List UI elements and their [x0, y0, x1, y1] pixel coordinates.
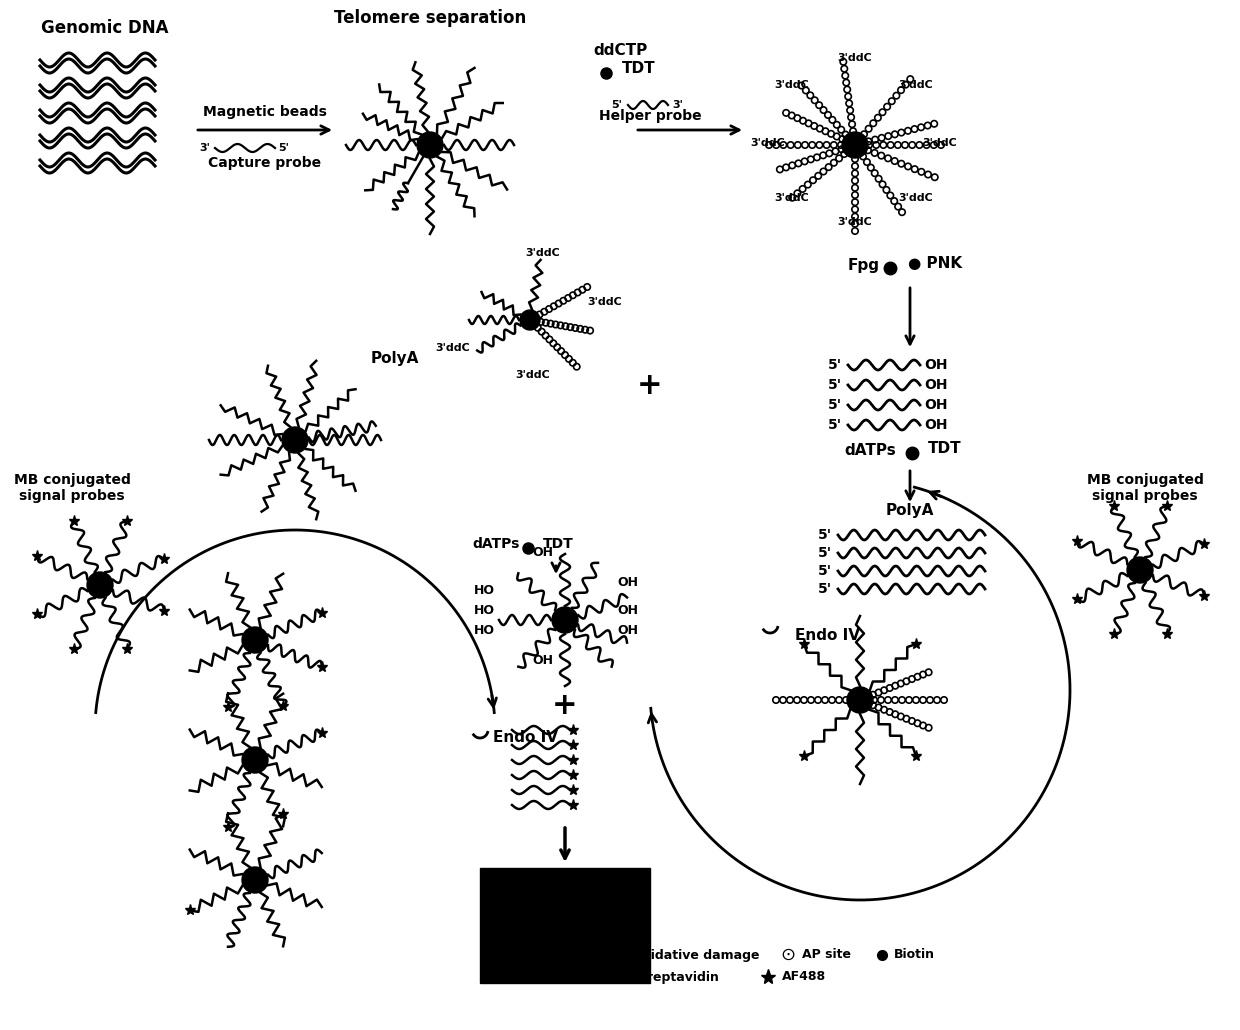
- Text: dATPs: dATPs: [472, 537, 520, 551]
- Text: MB conjugated
signal probes: MB conjugated signal probes: [1086, 473, 1204, 503]
- Text: 5': 5': [278, 143, 289, 153]
- Text: 3'ddC: 3'ddC: [838, 53, 873, 63]
- Text: OH: OH: [924, 358, 947, 372]
- Text: 3'ddC: 3'ddC: [838, 217, 873, 227]
- Text: Magnetic beads: Magnetic beads: [203, 105, 327, 119]
- Text: OH: OH: [618, 577, 639, 589]
- Circle shape: [1127, 557, 1153, 583]
- Text: dATPs: dATPs: [844, 443, 895, 458]
- Text: AP site: AP site: [802, 949, 851, 961]
- Text: 3'ddC: 3'ddC: [899, 80, 934, 90]
- Circle shape: [417, 132, 443, 158]
- Text: Helper probe: Helper probe: [599, 109, 702, 123]
- Circle shape: [552, 607, 578, 633]
- Text: MB conjugated
signal probes: MB conjugated signal probes: [14, 473, 130, 503]
- Text: 5': 5': [828, 398, 842, 412]
- Text: PolyA: PolyA: [885, 503, 934, 518]
- Circle shape: [847, 687, 873, 713]
- Text: 5': 5': [611, 100, 622, 110]
- Text: 5': 5': [818, 582, 832, 596]
- Bar: [480, 868, 650, 983]
- Text: 3'ddC: 3'ddC: [526, 248, 560, 258]
- Text: Capture probe: Capture probe: [208, 156, 321, 170]
- Text: 5': 5': [828, 378, 842, 392]
- Text: ⊙: ⊙: [780, 946, 796, 964]
- Circle shape: [520, 310, 539, 330]
- Text: 3'ddC: 3'ddC: [435, 343, 470, 353]
- Text: HO: HO: [474, 584, 495, 596]
- Text: OH: OH: [618, 604, 639, 617]
- Text: 3'ddC: 3'ddC: [750, 138, 785, 148]
- Text: 5': 5': [818, 546, 832, 560]
- Circle shape: [87, 572, 113, 598]
- Text: 3'ddC: 3'ddC: [588, 297, 622, 307]
- Text: 5': 5': [818, 564, 832, 578]
- Text: OH: OH: [532, 653, 553, 666]
- Text: Streptavidin: Streptavidin: [632, 970, 719, 984]
- Text: 3'ddC: 3'ddC: [899, 193, 934, 203]
- Text: HO: HO: [474, 604, 495, 617]
- Text: Biotin: Biotin: [894, 949, 935, 961]
- Text: OH: OH: [924, 378, 947, 392]
- Text: OH: OH: [532, 547, 553, 559]
- Circle shape: [842, 132, 868, 158]
- Text: +: +: [552, 690, 578, 720]
- Text: ddCTP: ddCTP: [593, 43, 647, 58]
- Text: 5': 5': [818, 528, 832, 542]
- Text: 3'ddC: 3'ddC: [775, 193, 810, 203]
- Circle shape: [242, 747, 268, 772]
- Text: ● PNK: ● PNK: [908, 256, 962, 271]
- Text: 3'ddC: 3'ddC: [775, 80, 810, 90]
- Text: TDT: TDT: [543, 537, 574, 551]
- Text: Telomere separation: Telomere separation: [334, 9, 526, 27]
- Text: PolyA: PolyA: [371, 351, 419, 366]
- Text: +: +: [637, 371, 663, 400]
- Text: 3': 3': [672, 100, 683, 110]
- Text: HO: HO: [474, 623, 495, 637]
- Text: OH: OH: [618, 623, 639, 637]
- Circle shape: [242, 867, 268, 893]
- Text: TDT: TDT: [928, 441, 962, 456]
- Circle shape: [242, 627, 268, 653]
- Text: Endo IV: Endo IV: [494, 729, 558, 745]
- Text: 3': 3': [200, 143, 210, 153]
- Circle shape: [281, 427, 308, 453]
- Text: AF488: AF488: [782, 970, 826, 984]
- Text: Endo IV: Endo IV: [795, 627, 861, 643]
- Text: 5': 5': [828, 418, 842, 432]
- Text: Oxidative damage: Oxidative damage: [632, 949, 759, 961]
- Text: Genomic DNA: Genomic DNA: [41, 19, 169, 37]
- Text: OH: OH: [924, 418, 947, 432]
- Text: 3'ddC: 3'ddC: [516, 370, 551, 380]
- Text: 5': 5': [828, 358, 842, 372]
- Text: 3'ddC: 3'ddC: [923, 138, 957, 148]
- Text: TDT: TDT: [622, 61, 656, 76]
- Text: OH: OH: [924, 398, 947, 412]
- Text: »: »: [614, 968, 626, 986]
- Text: Fpg: Fpg: [848, 258, 880, 273]
